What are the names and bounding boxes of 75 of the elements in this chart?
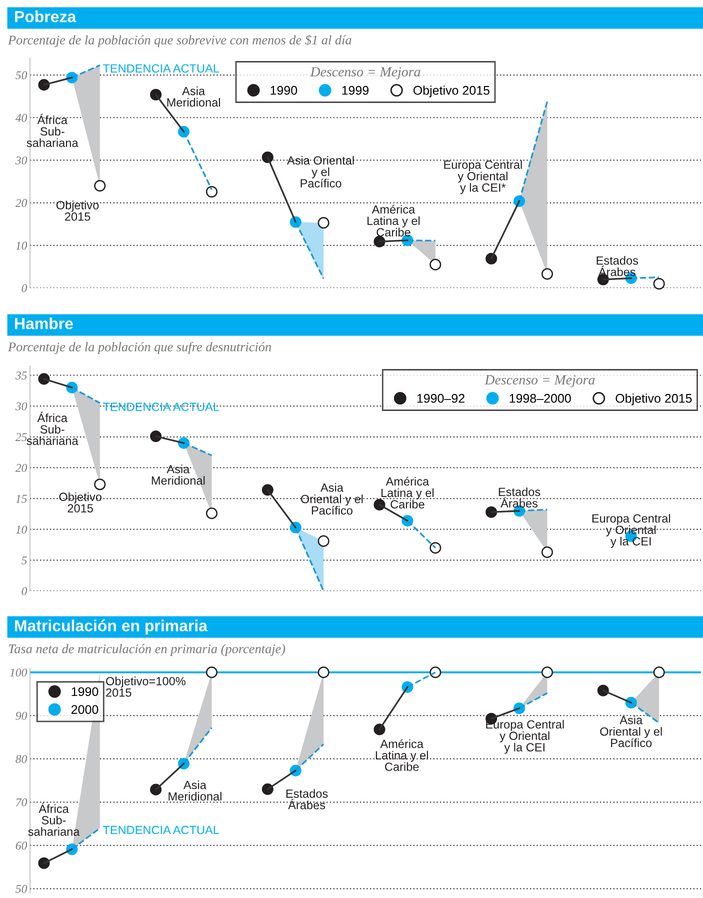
y-tick-label: 70: [16, 798, 28, 806]
legend-title: Descenso = Mejora: [310, 67, 420, 80]
y-tick-label: 60: [16, 842, 28, 850]
y-tick-label: 90: [16, 712, 28, 720]
annotation: Asia Meridional: [152, 464, 205, 485]
legend-label: 2000: [71, 705, 98, 714]
chart-title: Hambre: [15, 318, 73, 330]
legend-label: 1998–2000: [510, 394, 571, 403]
annotation: Asia Oriental y el Pacífico: [600, 716, 662, 748]
legend-label: Objetivo 2015: [616, 394, 692, 406]
annotation: Europa Central y Oriental y la CEI: [592, 514, 670, 548]
point: [318, 666, 330, 678]
y-tick-label: 100: [10, 668, 28, 677]
annotation: América Latina y el Caribe: [376, 739, 428, 771]
annotation: América Latina y el Caribe: [368, 204, 420, 236]
legend-label: 1999: [342, 86, 369, 95]
annotation: Objetivo=100% 2015: [106, 676, 186, 697]
y-tick-label: 0: [22, 587, 28, 596]
y-tick-label: 50: [16, 71, 28, 80]
point: [541, 546, 554, 558]
point: [206, 508, 218, 520]
annotation: Estados Árabes: [596, 256, 638, 276]
y-tick-label: 40: [15, 114, 28, 122]
point: [653, 666, 665, 678]
point: [318, 217, 330, 229]
annotation: Objetivo 2015: [59, 492, 102, 512]
legend-label: 1990: [270, 86, 298, 95]
point: [318, 535, 330, 547]
y-tick-label: 35: [15, 372, 27, 380]
point: [94, 478, 106, 490]
point: [541, 268, 554, 280]
point: [430, 666, 442, 678]
annotation: Objetivo 2015: [56, 200, 99, 221]
y-tick-label: 20: [15, 464, 28, 472]
y-tick-label: 50: [16, 884, 28, 893]
y-tick-label: 80: [16, 755, 28, 764]
point: [206, 186, 218, 198]
annotation: África Sub- sahariana: [28, 802, 80, 836]
chart-subtitle: Porcentaje de la población que sufre desnutrición: [8, 342, 272, 354]
annotation: Estados Árabes: [286, 789, 328, 810]
chart-subtitle: Porcentaje de la población que sobrevive con menos de $1 al día: [8, 34, 352, 48]
annotation: Asia Oriental y el Pacífico: [301, 483, 363, 515]
annotation: TENDENCIA ACTUAL: [102, 64, 220, 73]
annotation: Asia Meridional: [168, 780, 222, 801]
annotation: TENDENCIA ACTUAL: [102, 402, 220, 412]
annotation: África Sub- sahariana: [26, 412, 78, 446]
legend-label: 1990–92: [417, 394, 464, 403]
y-tick-label: 0: [22, 284, 28, 292]
point: [541, 666, 554, 678]
point: [430, 258, 442, 270]
y-tick-label: 30: [15, 402, 28, 410]
y-tick-label: 30: [15, 156, 28, 164]
y-tick-label: 25: [15, 433, 27, 442]
y-tick-label: 10: [16, 526, 28, 534]
annotation: Asia Oriental y el Pacífico: [287, 156, 354, 188]
point: [206, 666, 218, 678]
y-tick-label: 5: [22, 556, 27, 564]
annotation: África Sub- sahariana: [26, 114, 78, 148]
point: [653, 278, 665, 290]
legend-label: Objetivo 2015: [413, 86, 490, 98]
annotation: Europa Central y Oriental y la CEI*: [444, 160, 522, 194]
chart-subtitle: Tasa neta de matriculación en primaria (porcentaje): [8, 644, 286, 656]
y-tick-label: 20: [15, 199, 28, 208]
point: [94, 180, 106, 192]
chart-title: Matriculación en primaria: [15, 619, 208, 635]
point: [430, 542, 442, 554]
legend-label: 1990: [72, 687, 98, 696]
legend-title: Descenso = Mejora: [484, 375, 595, 388]
annotation: Estados Árabes: [498, 487, 540, 508]
chart-title: Pobreza: [15, 10, 76, 22]
annotation: Asia Meridional: [167, 86, 220, 107]
y-tick-label: 15: [16, 494, 27, 503]
y-tick-label: 10: [16, 242, 28, 250]
annotation: TENDENCIA ACTUAL: [102, 826, 220, 834]
annotation: América Latina y el Caribe: [382, 476, 434, 508]
